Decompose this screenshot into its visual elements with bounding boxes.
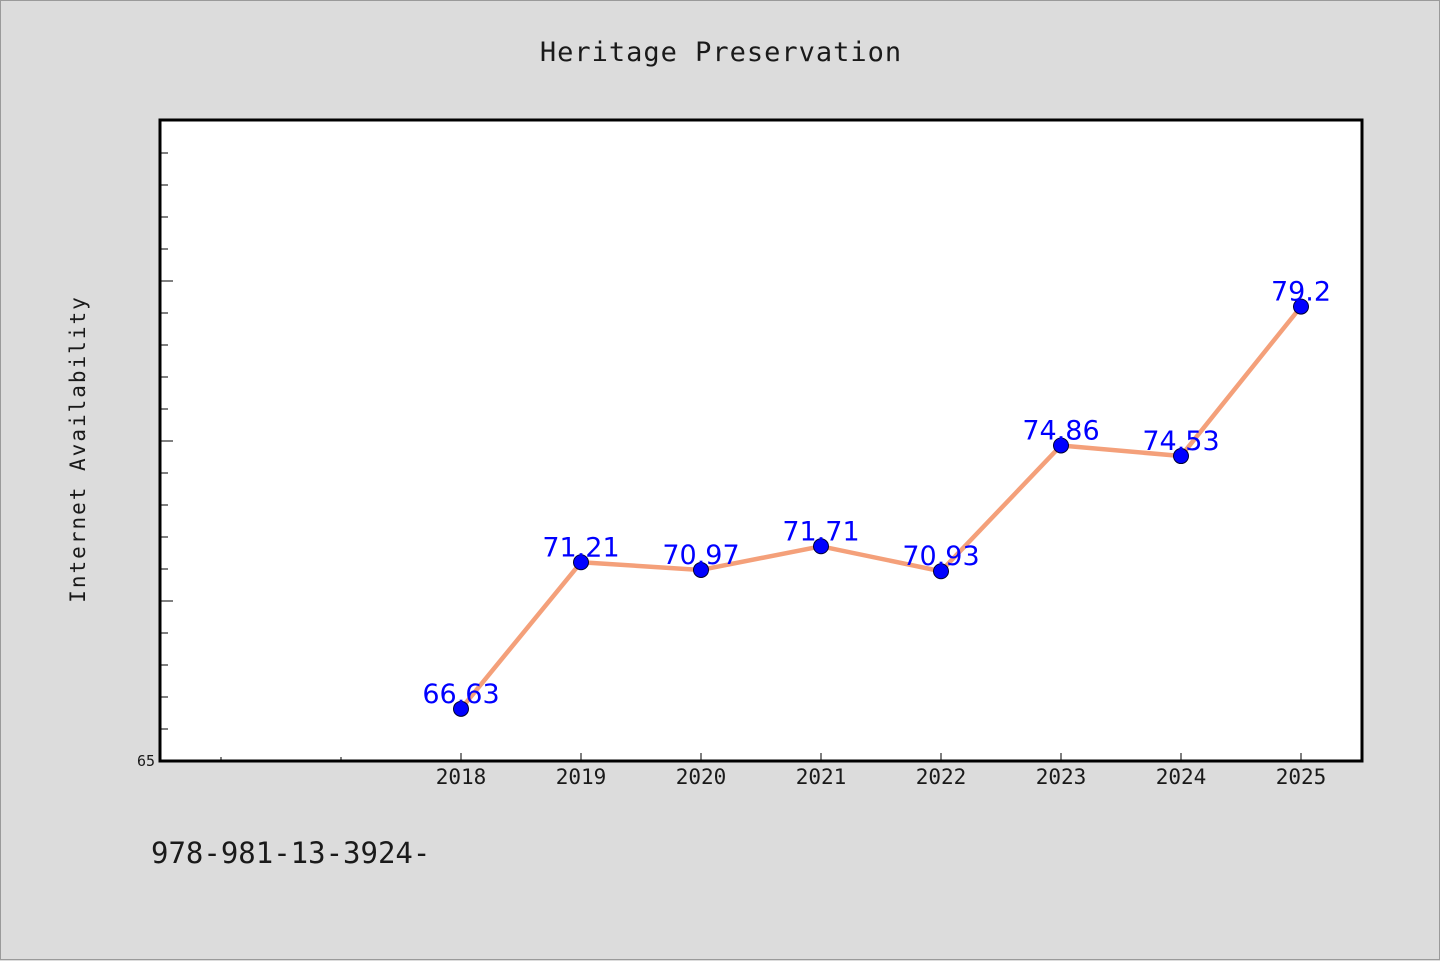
x-tick-label: 2024	[1156, 765, 1207, 789]
data-point-marker	[693, 561, 709, 578]
data-point-marker	[813, 538, 829, 555]
data-label: 66.63	[422, 679, 499, 710]
data-markers	[453, 298, 1309, 717]
data-point-marker	[1173, 448, 1189, 465]
x-tick-label: 2023	[1036, 765, 1087, 789]
data-label: 74.53	[1142, 426, 1219, 457]
data-point-marker	[1053, 437, 1069, 454]
x-tick-label: 2019	[556, 765, 607, 789]
chart-title: Heritage Preservation	[540, 37, 902, 68]
data-labels: 66.63 71.21 70.97 71.71 70.93 74.86 74.53 79.2	[422, 277, 1331, 710]
series-line-group	[458, 304, 1304, 712]
x-tick-label: 2020	[676, 765, 727, 789]
data-point-marker	[933, 563, 949, 580]
data-point-marker	[1293, 298, 1309, 315]
data-label: 71.21	[542, 532, 619, 563]
y-tick-label: 65	[137, 752, 155, 770]
x-tick-label: 2022	[916, 765, 967, 789]
series-line	[458, 304, 1304, 712]
x-tick-label: 2021	[796, 765, 847, 789]
y-axis-ticks: 65	[137, 152, 173, 770]
y-axis-label: Internet Availability	[66, 295, 90, 603]
data-label: 71.71	[782, 516, 859, 547]
x-tick-label: 2018	[436, 765, 487, 789]
x-axis-ticks: 2018 2019 2020 2021 2022 2023 2024 2025	[220, 753, 1327, 789]
plot-area	[158, 118, 1364, 763]
data-label: 74.86	[1022, 415, 1099, 446]
data-point-marker	[573, 554, 589, 571]
data-label: 70.93	[902, 541, 979, 572]
data-label: 79.2	[1271, 277, 1331, 308]
data-label: 70.97	[662, 540, 739, 571]
footer-code: 978-981-13-3924-	[151, 836, 430, 870]
data-point-marker	[453, 700, 469, 717]
x-tick-label: 2025	[1276, 765, 1327, 789]
